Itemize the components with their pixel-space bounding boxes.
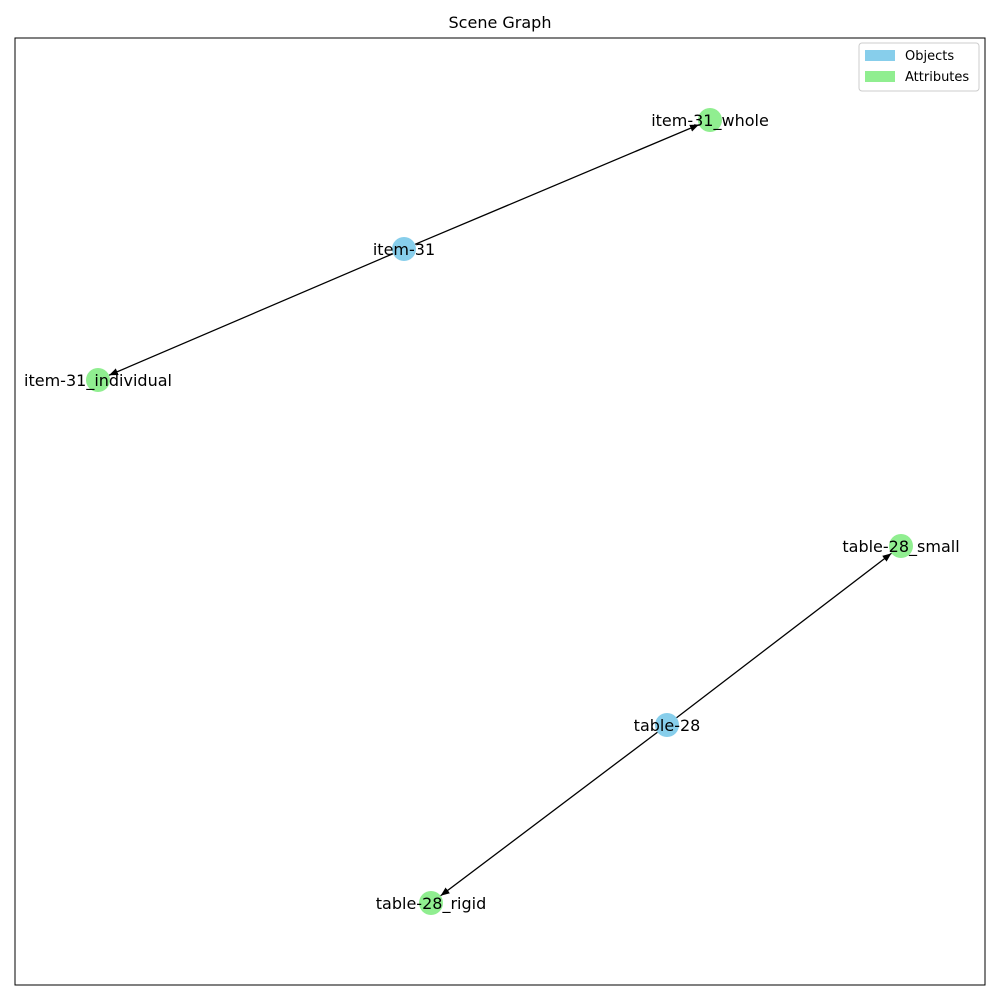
- legend-swatch-objects: [865, 50, 895, 61]
- node-table-28_small: [889, 534, 913, 558]
- node-item-31: [392, 237, 416, 261]
- edge-item-31-to-item-31_individual: [108, 253, 394, 376]
- node-label-table-28_rigid: table-28_rigid: [376, 894, 486, 914]
- node-table-28: [655, 713, 679, 737]
- legend-label-attributes: Attributes: [905, 70, 969, 85]
- node-item-31_individual: [86, 368, 110, 392]
- node-label-table-28_small: table-28_small: [842, 537, 959, 557]
- edge-table-28-to-table-28_small: [676, 552, 892, 719]
- plot-frame: [14, 37, 986, 986]
- node-label-item-31_individual: item-31_individual: [24, 371, 172, 391]
- node-item-31_whole: [698, 108, 722, 132]
- nodes-layer: [86, 108, 913, 915]
- legend: Objects Attributes: [858, 42, 980, 92]
- node-table-28_rigid: [419, 891, 443, 915]
- node-label-table-28: table-28: [634, 716, 701, 735]
- node-label-item-31: item-31: [373, 240, 435, 259]
- graph-title: Scene Graph: [449, 13, 552, 32]
- edges-layer: [108, 124, 892, 897]
- edge-item-31-to-item-31_whole: [414, 124, 700, 245]
- edge-table-28-to-table-28_rigid: [440, 731, 658, 897]
- legend-label-objects: Objects: [905, 49, 954, 64]
- labels-layer: item-31 item-31_whole item-31_individualta…: [24, 111, 960, 914]
- legend-swatch-attributes: [865, 71, 895, 82]
- node-label-item-31_whole: item-31_whole: [651, 111, 769, 131]
